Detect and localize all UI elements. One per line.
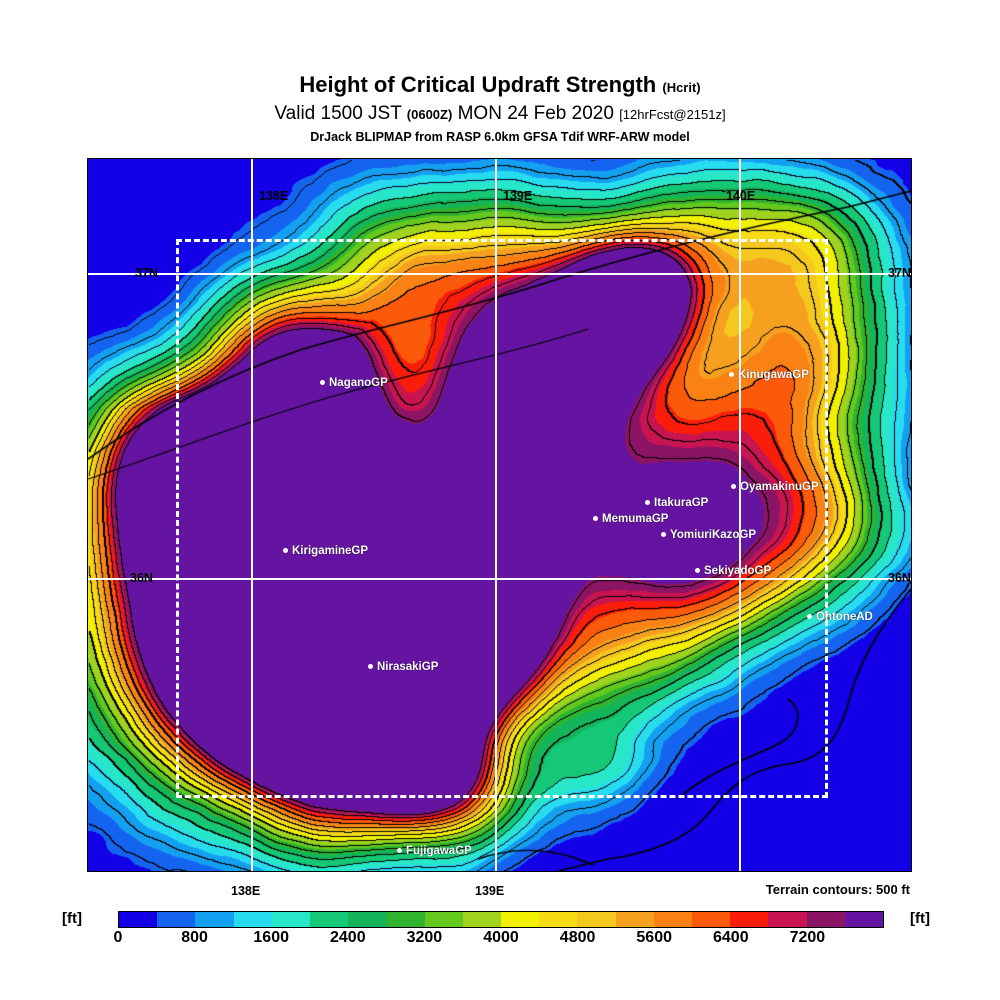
station-yomiurikazogp[interactable]: YomiuriKazoGP [661,529,757,542]
station-label: SekiyadoGP [704,565,772,577]
station-dot-icon [661,532,666,537]
gridline-lat-36n [88,578,911,580]
station-dot-icon [729,372,734,377]
axis-label-lat-37n-left: 37N [135,266,158,280]
colorbar-swatch-12 [577,912,616,927]
colorbar-swatch-0 [119,912,158,927]
title-text: Height of Critical Updraft Strength [299,72,657,97]
station-itakuragp[interactable]: ItakuraGP [645,497,709,510]
colorbar-swatch-8 [424,912,463,927]
station-label: OyamakinuGP [740,481,819,493]
station-kirigaminegp[interactable]: KirigamineGP [283,545,369,558]
colorbar-tick-2400: 2400 [330,929,366,946]
station-label: MemumaGP [602,513,669,525]
station-dot-icon [731,484,736,489]
map-label-lon-139e: 139E [503,189,533,203]
colorbar-tick-5600: 5600 [636,929,672,946]
station-label: ItakuraGP [654,497,709,509]
valid-date: MON 24 Feb 2020 [457,103,614,124]
gridline-lon-140e [739,159,741,871]
station-dot-icon [320,380,325,385]
station-oyamakinugp[interactable]: OyamakinuGP [731,481,819,494]
colorbar-tick-7200: 7200 [789,929,826,946]
station-label: FujigawaGP [406,845,472,857]
station-dot-icon [368,664,373,669]
station-ohtonead[interactable]: OhtoneAD [807,611,873,624]
colorbar-tick-800: 800 [181,929,208,946]
colorbar-tick-6400: 6400 [713,929,749,946]
station-dot-icon [593,516,598,521]
station-dot-icon [645,500,650,505]
station-nirasakigp[interactable]: NirasakiGP [368,661,439,674]
station-sekiyadogp[interactable]: SekiyadoGP [695,565,772,578]
map-label-lon-140e: 140E [726,189,756,203]
station-label: YomiuriKazoGP [670,529,757,541]
axis-label-lat-37n-right: 37N [888,266,911,280]
station-kinugawagp[interactable]: KinugawaGP [729,369,809,382]
map-frame[interactable]: 138E 139E 140E NaganoGP KinugawaGP Oyama… [87,158,912,872]
colorbar-unit-right: [ft] [910,910,930,927]
station-label: NaganoGP [329,377,388,389]
valid-local-time: Valid 1500 JST [274,103,402,124]
gridline-lat-37n [88,273,911,275]
hcrit-heatmap-canvas [88,159,911,871]
colorbar-swatch-10 [501,912,540,927]
colorbar [118,911,884,928]
colorbar-tick-labels: 0 800 1600 2400 3200 4000 4800 5600 6400 7200 [114,929,884,953]
colorbar-swatch-3 [233,912,272,927]
colorbar-swatch-2 [195,912,234,927]
station-label: NirasakiGP [377,661,439,673]
axis-label-lat-36n-left: 36N [130,571,153,585]
colorbar-tick-3200: 3200 [406,929,443,946]
station-naganogp[interactable]: NaganoGP [320,377,388,390]
colorbar-tick-4000: 4000 [483,929,519,946]
map-label-lon-138e: 138E [259,189,289,203]
station-dot-icon [397,848,402,853]
forecast-domain-rect [176,239,828,798]
colorbar-swatch-6 [348,912,387,927]
colorbar-unit-left: [ft] [62,910,82,927]
colorbar-swatch-19 [844,912,884,927]
station-label: KinugawaGP [738,369,809,381]
gridline-lon-139e [495,159,497,871]
colorbar-tick-1600: 1600 [253,929,289,946]
colorbar-swatch-7 [386,912,425,927]
colorbar-swatch-15 [692,912,731,927]
terrain-contour-note: Terrain contours: 500 ft [765,882,910,897]
station-fujigawagp[interactable]: FujigawaGP [397,845,472,858]
colorbar-swatch-17 [768,912,807,927]
station-label: KirigamineGP [292,545,369,557]
station-label: OhtoneAD [816,611,873,623]
colorbar-swatch-1 [157,912,196,927]
station-dot-icon [807,614,812,619]
station-dot-icon [283,548,288,553]
colorbar-tick-4800: 4800 [559,929,596,946]
colorbar-swatch-4 [271,912,311,927]
page-title: Height of Critical Updraft Strength (Hcr… [0,72,1000,101]
title-parameter: (Hcrit) [662,80,701,95]
colorbar-swatch-14 [653,912,693,927]
colorbar-swatch-5 [310,912,349,927]
title-block: Height of Critical Updraft Strength (Hcr… [0,72,1000,146]
colorbar-swatch-18 [806,912,845,927]
model-source-line: DrJack BLIPMAP from RASP 6.0km GFSA Tdif… [310,130,690,144]
gridline-lon-138e [251,159,253,871]
colorbar-tick-0: 0 [113,929,123,946]
station-dot-icon [695,568,700,573]
forecast-stamp: [12hrFcst@2151z] [619,107,726,122]
valid-utc-time: (0600Z) [406,107,453,122]
colorbar-swatch-16 [730,912,769,927]
axis-label-lon-139e-bottom: 139E [475,884,505,898]
colorbar-swatch-11 [539,912,578,927]
valid-time-line: Valid 1500 JST (0600Z) MON 24 Feb 2020 [… [0,102,1000,127]
axis-label-lat-36n-right: 36N [888,571,911,585]
axis-label-lon-138e-bottom: 138E [231,884,261,898]
colorbar-swatch-9 [462,912,502,927]
station-memumagp[interactable]: MemumaGP [593,513,669,526]
colorbar-swatch-13 [615,912,654,927]
